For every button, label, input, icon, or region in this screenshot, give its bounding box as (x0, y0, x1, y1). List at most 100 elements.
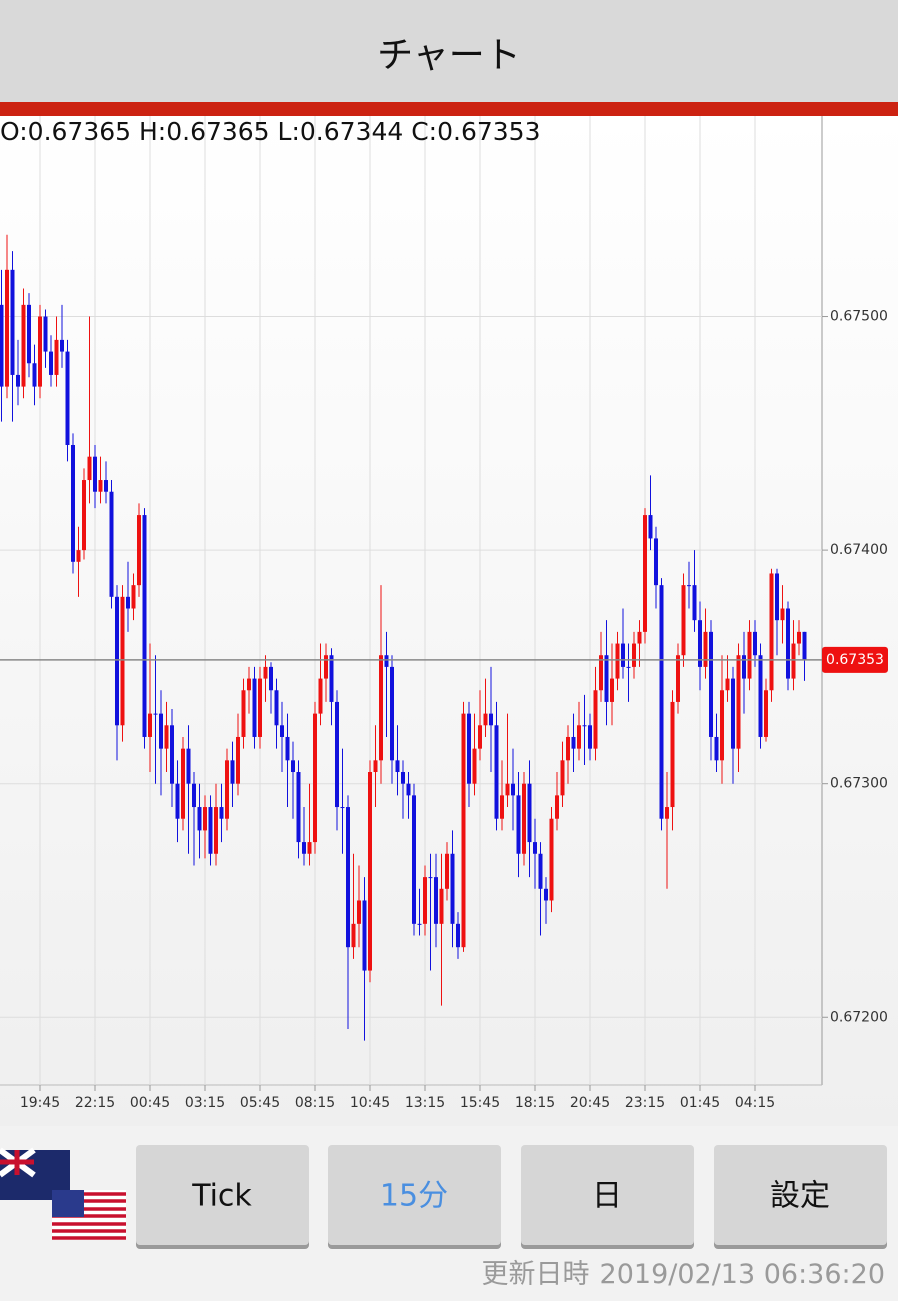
candle-body (225, 760, 229, 819)
candle-body (241, 690, 246, 737)
candle-body (153, 713, 158, 715)
tab-button[interactable]: 15分 (328, 1145, 501, 1249)
chart-area (0, 116, 898, 1126)
candle-body (758, 655, 763, 737)
candle-body (654, 538, 658, 586)
candle-body (439, 888, 444, 924)
candle-body (648, 515, 653, 539)
x-tick-label: 23:15 (625, 1095, 665, 1111)
candle-body (577, 725, 581, 749)
candle-body (192, 783, 196, 808)
x-tick-label: 22:15 (75, 1095, 115, 1111)
candle-body (720, 690, 724, 761)
candle-body (555, 795, 559, 819)
candle-body (687, 585, 691, 587)
candle-body (764, 690, 768, 737)
candle-body (10, 269, 15, 375)
candle-body (186, 748, 191, 784)
candle-body (489, 713, 493, 726)
x-tick-label: 01:45 (680, 1095, 720, 1111)
app-bar (0, 0, 898, 102)
tab-button[interactable]: Tick (136, 1145, 309, 1249)
currency-flags[interactable] (0, 1147, 126, 1240)
candle-body (175, 783, 180, 819)
x-tick-label: 15:45 (460, 1095, 500, 1111)
candle-body (269, 666, 273, 691)
x-tick-label: 10:45 (350, 1095, 390, 1111)
candle-body (280, 725, 284, 737)
candle-body (252, 678, 257, 737)
candle-body (610, 678, 614, 702)
x-tick-label: 08:15 (295, 1095, 335, 1111)
candle-body (450, 853, 455, 924)
candle-body (296, 772, 301, 843)
candle-body (390, 666, 394, 761)
candle-body (670, 701, 675, 808)
candle-body (214, 807, 218, 854)
candle-body (533, 842, 537, 854)
tab-button[interactable]: 設定 (714, 1145, 887, 1249)
candle-body (395, 760, 400, 773)
candle-body (412, 795, 416, 924)
candle-body (483, 713, 488, 726)
candle-body (60, 339, 64, 352)
candle-body (274, 690, 279, 726)
candle-body (109, 491, 114, 597)
tab-button[interactable]: 日 (521, 1145, 694, 1249)
candle-body (16, 374, 20, 387)
candle-body (285, 736, 290, 761)
candle-body (709, 631, 713, 737)
candle-body (32, 363, 37, 387)
last-price-badge (822, 646, 888, 673)
candle-body (82, 480, 86, 551)
candle-body (461, 713, 466, 948)
candle-body (511, 783, 515, 796)
candle-body (148, 713, 152, 737)
update-time: 更新日時 2019/02/13 06:36:20 (482, 1259, 885, 1290)
candle-body (797, 631, 801, 644)
candle-body (538, 853, 543, 889)
x-tick-label: 03:15 (185, 1095, 225, 1111)
y-tick-label: 0.67300 (830, 776, 888, 792)
x-tick-label: 18:15 (515, 1095, 555, 1111)
candle-body (54, 339, 59, 375)
y-tick-label: 0.67500 (830, 309, 888, 325)
candle-body (142, 515, 147, 737)
candle-body (49, 351, 53, 375)
candle-body (791, 643, 796, 679)
candle-body (368, 772, 372, 971)
candle-body (324, 655, 328, 679)
candle-body (104, 480, 108, 492)
candle-body (126, 596, 130, 609)
candle-body (665, 807, 669, 819)
candle-body (582, 725, 587, 727)
candle-body (621, 643, 625, 667)
candle-body (423, 877, 427, 924)
x-tick-label: 05:45 (240, 1095, 280, 1111)
candle-body (219, 807, 224, 819)
candle-body (208, 807, 213, 854)
candle-body (406, 783, 411, 796)
y-tick-label: 0.67200 (830, 1009, 888, 1025)
candle-body (445, 853, 449, 889)
candle-body (659, 585, 664, 819)
ohlc-info: O:0.67365 H:0.67365 L:0.67344 C:0.67353 (0, 117, 540, 146)
candle-body (456, 923, 460, 948)
candle-body (21, 304, 26, 387)
candle-body (494, 725, 499, 819)
candle-body (313, 713, 317, 843)
candle-body (120, 596, 125, 726)
button-label: 15分 (380, 1179, 448, 1214)
candle-body (362, 900, 367, 971)
button-face (328, 1145, 501, 1245)
candle-body (593, 690, 598, 749)
candle-body (549, 818, 554, 901)
update-label: 更新日時 (482, 1259, 590, 1290)
button-label: Tick (191, 1179, 252, 1214)
candle-body (434, 877, 438, 924)
candle-body (615, 643, 620, 679)
candle-body (181, 748, 185, 819)
candle-body (478, 725, 482, 749)
